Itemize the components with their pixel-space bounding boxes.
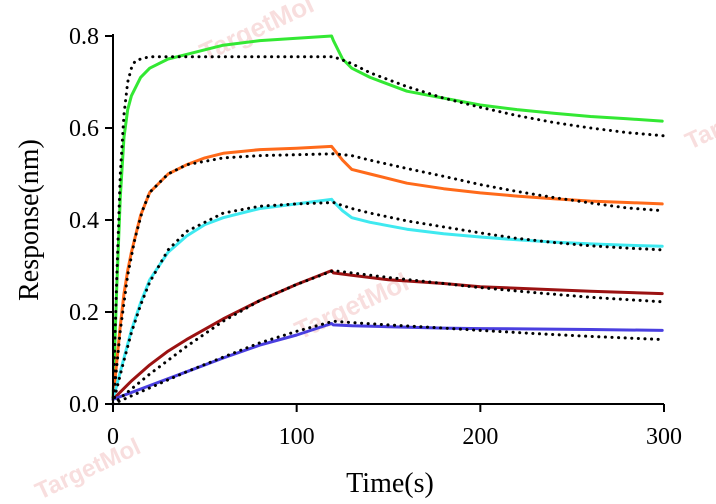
fit-line-5: [111, 319, 666, 406]
series-line-1: [111, 34, 664, 401]
axes: 0 100 200 300 0.0 0.2 0.4 0.6 0.8: [69, 24, 682, 450]
x-tick-label-200: 200: [462, 424, 498, 450]
x-axis-title: Time(s): [346, 468, 434, 499]
watermark-4: TargetMol: [681, 83, 716, 155]
y-tick-label-0: 0.0: [69, 392, 99, 418]
x-tick-label-300: 300: [646, 424, 682, 450]
x-tick-label-100: 100: [279, 424, 315, 450]
y-tick-label-0.6: 0.6: [69, 116, 99, 142]
series-line-5: [111, 322, 664, 401]
watermark-3: TargetMol: [31, 433, 145, 504]
plot-area: [111, 34, 666, 406]
fit-line-3: [111, 200, 666, 406]
series-line-2: [111, 144, 664, 401]
y-axis-title: Response(nm): [14, 139, 45, 301]
y-tick-label-0.8: 0.8: [69, 24, 99, 50]
y-tick-label-0.2: 0.2: [69, 300, 99, 326]
fit-line-1: [111, 55, 666, 406]
y-tick-label-0.4: 0.4: [69, 208, 99, 234]
x-tick-label-0: 0: [107, 424, 119, 450]
